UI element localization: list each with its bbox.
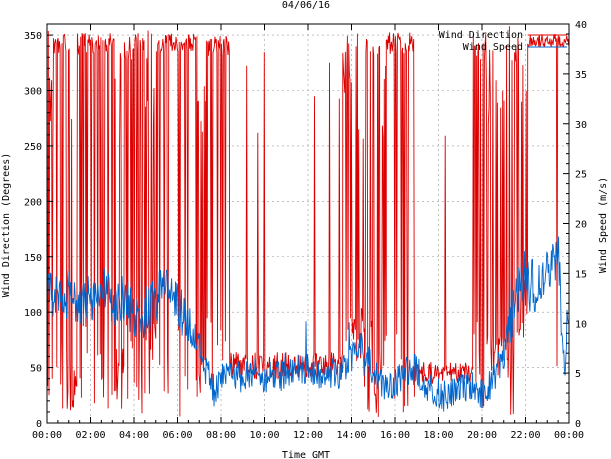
y-left-tick-label: 200 <box>24 197 42 208</box>
x-tick-label: 06:00 <box>162 430 192 441</box>
y-left-tick-label: 100 <box>24 308 42 319</box>
x-tick-label: 18:00 <box>423 430 453 441</box>
y-right-tick-label: 30 <box>575 120 587 131</box>
chart-series-layer <box>46 26 570 417</box>
y-axis-right-label: Wind Speed (m/s) <box>598 177 609 273</box>
y-left-tick-label: 150 <box>24 253 42 264</box>
x-tick-label: 00:00 <box>554 430 584 441</box>
chart-title: 04/06/16 <box>282 0 330 11</box>
y-left-tick-label: 250 <box>24 142 42 153</box>
x-tick-label: 12:00 <box>293 430 323 441</box>
y-left-tick-label: 0 <box>36 419 42 430</box>
y-left-tick-label: 300 <box>24 87 42 98</box>
legend-label-wind-direction: Wind Direction <box>439 30 523 41</box>
chart-ticks <box>46 23 570 424</box>
x-tick-label: 20:00 <box>467 430 497 441</box>
x-tick-label: 10:00 <box>249 430 279 441</box>
x-axis-label: Time GMT <box>282 450 330 459</box>
x-tick-label: 02:00 <box>75 430 105 441</box>
x-tick-label: 08:00 <box>206 430 236 441</box>
x-tick-label: 16:00 <box>380 430 410 441</box>
y-right-tick-label: 0 <box>575 419 581 430</box>
chart-tick-labels: 00:00 02:00 04:00 06:00 08:00 10:00 12:00 14:00… <box>24 20 587 441</box>
legend: Wind Direction Wind Speed <box>439 30 567 53</box>
x-tick-label: 00:00 <box>32 430 62 441</box>
y-right-tick-label: 25 <box>575 170 587 181</box>
x-tick-label: 14:00 <box>336 430 366 441</box>
y-axis-left-label: Wind Direction (Degrees) <box>1 153 12 298</box>
y-left-tick-label: 350 <box>24 31 42 42</box>
y-right-tick-label: 5 <box>575 369 581 380</box>
y-right-tick-label: 40 <box>575 20 587 31</box>
y-right-tick-label: 10 <box>575 319 587 330</box>
series-line-wind-direction <box>46 26 570 417</box>
y-right-tick-label: 15 <box>575 269 587 280</box>
y-right-tick-label: 20 <box>575 220 587 231</box>
series-line-wind-speed <box>46 236 569 412</box>
y-left-tick-label: 50 <box>30 364 42 375</box>
y-right-tick-label: 35 <box>575 70 587 81</box>
x-tick-label: 04:00 <box>119 430 149 441</box>
legend-label-wind-speed: Wind Speed <box>463 42 523 53</box>
x-tick-label: 22:00 <box>510 430 540 441</box>
